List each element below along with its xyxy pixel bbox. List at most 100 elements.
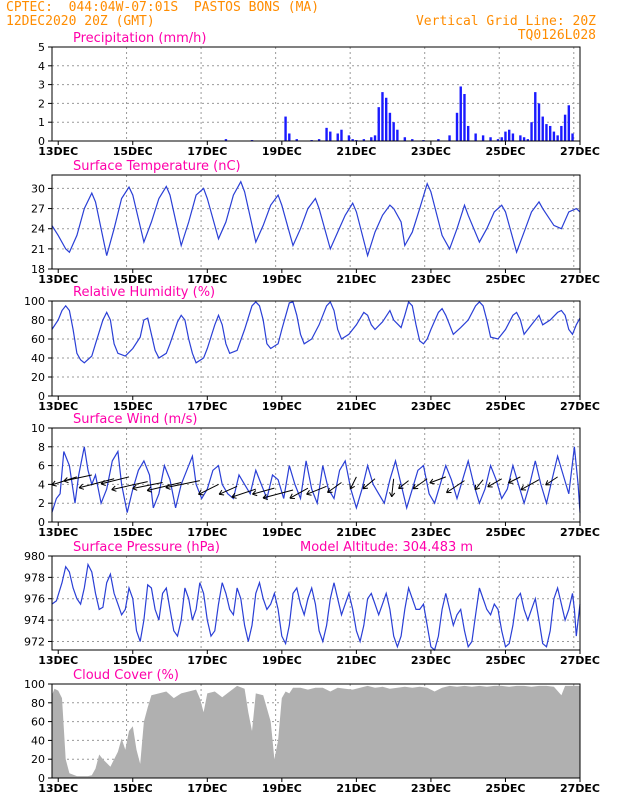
x-tick-label: 27DEC [560,400,600,413]
y-tick-label: 21 [31,243,45,256]
precip-bar [388,112,392,141]
precip-bar [370,137,373,141]
precip-bar [351,139,354,141]
precip-bar [507,129,511,141]
wind-vector [446,480,465,494]
y-tick-label: 40 [31,734,45,747]
x-tick-label: 13DEC [38,273,78,286]
precip-bar [463,94,466,141]
precip-bar [548,125,552,141]
series-line [51,562,581,652]
precip-bar [571,133,574,141]
precip-bar [336,133,339,141]
precip-bar [325,127,328,141]
y-tick-label: 4 [38,478,45,491]
wind-vector-head [520,485,527,491]
y-tick-label: 30 [31,182,45,195]
x-tick-label: 19DEC [262,654,302,667]
precip-bar [448,135,451,141]
precip-bar [295,139,298,141]
y-tick-label: 0 [38,135,45,148]
x-tick-label: 27DEC [560,654,600,667]
wind-vector-head [327,487,333,493]
precip-bar [500,137,503,141]
series-line [51,180,581,258]
wind-vector [487,478,502,488]
y-tick-label: 978 [24,571,45,584]
precip-bar [437,139,440,141]
panel-title: Relative Humidity (%) [73,285,215,300]
panel-frame [51,300,581,397]
precip-bar [481,135,485,141]
wind-vector-head [111,485,117,492]
x-tick-label: 15DEC [113,526,153,539]
header-location: CPTEC: 044:04W-07:01S PASTOS BONS (MA) [6,0,320,15]
series-line [51,446,581,513]
wind-vector [362,478,376,490]
panel-frame [51,46,581,142]
x-tick-label: 25DEC [485,145,525,158]
x-tick-label: 19DEC [262,526,302,539]
y-tick-label: 2 [38,97,45,110]
x-tick-label: 23DEC [411,400,451,413]
wind-vector [327,482,342,493]
x-tick-label: 27DEC [560,782,600,795]
x-tick-label: 17DEC [187,400,227,413]
wind-vector-head [146,486,153,493]
x-tick-label: 25DEC [485,782,525,795]
wind-vector-head [132,484,138,491]
precip-bar [347,135,351,141]
x-tick-label: 15DEC [113,654,153,667]
wind-vector [349,476,357,490]
precip-bar [504,131,507,141]
x-tick-label: 17DEC [187,145,227,158]
panel-humidity: Relative Humidity (%) 0 20 40 60 80 100 13DEC 15… [24,285,600,413]
wind-vector [63,474,92,482]
precip-bar [534,92,537,141]
x-tick-label: 23DEC [411,145,451,158]
x-tick-label: 21DEC [336,782,376,795]
wind-vector-head [429,478,435,485]
wind-vector-head [100,479,106,486]
precip-bar [411,139,414,141]
precip-bar [567,105,571,141]
panel-temperature: Surface Temperature (nC) 18 21 24 27 30 13DEC 1… [31,159,600,286]
panel-title: Surface Temperature (nC) [73,159,241,174]
wind-vector-head [545,480,551,486]
x-tick-label: 15DEC [113,782,153,795]
wind-vector [252,487,275,495]
x-tick-label: 17DEC [187,782,227,795]
x-tick-label: 21DEC [336,654,376,667]
x-tick-label: 15DEC [113,400,153,413]
y-tick-label: 4 [38,60,45,73]
precip-bar [560,125,563,141]
precip-bar [288,133,291,141]
x-tick-label: 13DEC [38,654,78,667]
wind-vector [412,478,428,490]
x-tick-label: 13DEC [38,145,78,158]
precip-bar [362,139,366,141]
panel-subtitle: Model Altitude: 304.483 m [300,540,473,555]
y-tick-label: 60 [31,333,45,346]
panel-title: Surface Wind (m/s) [73,412,197,427]
y-tick-label: 974 [24,614,45,627]
wind-vector-head [349,483,355,490]
y-tick-label: 20 [31,371,45,384]
x-tick-label: 19DEC [262,273,302,286]
wind-vector-head [78,483,85,490]
y-tick-label: 20 [31,753,45,766]
wind-vector-head [165,483,171,490]
x-tick-label: 17DEC [187,273,227,286]
wind-vector [132,482,163,490]
y-tick-label: 24 [31,223,45,236]
x-tick-label: 17DEC [187,526,227,539]
precip-bar [496,139,500,141]
y-tick-label: 40 [31,352,45,365]
y-tick-label: 972 [24,635,45,648]
wind-vector-head [252,490,258,497]
x-tick-label: 25DEC [485,400,525,413]
precip-bar [377,107,380,141]
panel-title: Surface Pressure (hPa) [73,540,220,555]
panel-frame [51,174,581,270]
